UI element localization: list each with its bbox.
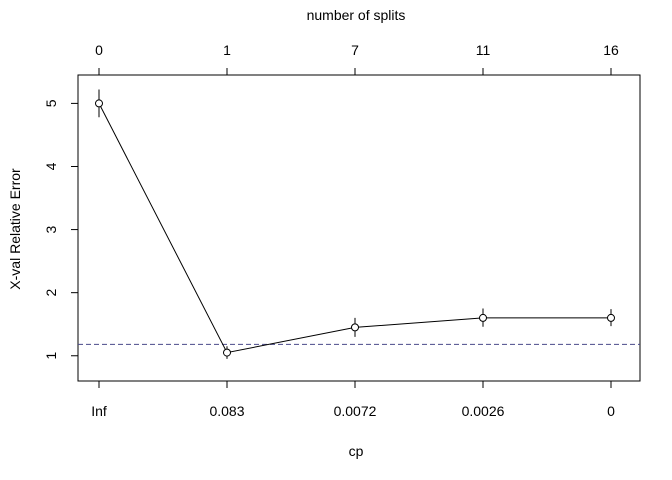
- top-tick-label: 7: [351, 42, 359, 58]
- top-axis-title: number of splits: [307, 7, 406, 23]
- y-axis-title: X-val Relative Error: [7, 168, 23, 290]
- x-tick-label: 0.083: [209, 403, 244, 419]
- top-tick-label: 11: [476, 42, 491, 58]
- y-tick-label: 3: [43, 225, 59, 233]
- x-tick-label: 0.0072: [334, 403, 377, 419]
- plot-frame: [77, 74, 641, 382]
- y-tick-label: 1: [43, 352, 59, 360]
- y-tick-label: 4: [43, 162, 59, 170]
- data-point: [95, 99, 103, 108]
- y-tick-label: 2: [43, 289, 59, 297]
- top-tick-label: 0: [95, 42, 103, 58]
- data-point: [479, 313, 487, 322]
- x-tick-label: Inf: [91, 403, 107, 419]
- y-tick-label: 5: [43, 99, 59, 107]
- top-tick-label: 1: [223, 42, 231, 58]
- data-point: [351, 323, 359, 332]
- x-tick-label: 0: [607, 403, 615, 419]
- top-tick-label: 16: [603, 42, 619, 58]
- series-line: [98, 103, 611, 354]
- data-point: [607, 313, 615, 322]
- x-tick-label: 0.0026: [462, 403, 505, 419]
- x-axis-title: cp: [349, 443, 364, 459]
- data-point: [223, 348, 231, 357]
